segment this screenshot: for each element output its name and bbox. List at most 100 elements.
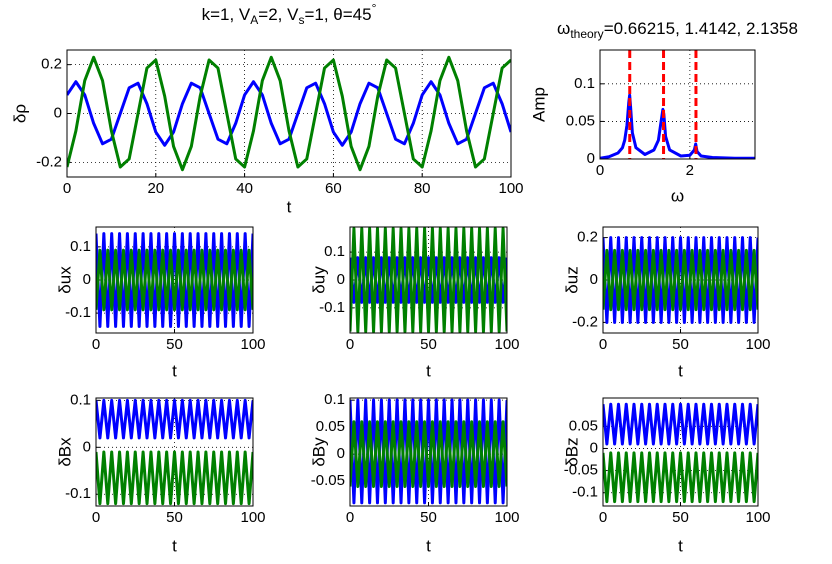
- series-line: [603, 402, 758, 446]
- axes-background: [67, 50, 511, 177]
- plot-area: [350, 227, 507, 333]
- plot-area: [600, 50, 755, 159]
- x-axis-label: t: [678, 361, 683, 380]
- series-line: [96, 248, 253, 312]
- y-tick-label: 0: [337, 271, 345, 288]
- title-part: s: [298, 13, 304, 27]
- y-tick-label: 0.1: [324, 243, 345, 260]
- axes-frame: [602, 397, 759, 507]
- x-tick-label: 50: [166, 336, 183, 353]
- axes-frame: [95, 397, 254, 507]
- x-tick-label: 100: [494, 336, 519, 353]
- x-tick-label: 0: [63, 180, 71, 197]
- x-axis-label: t: [678, 536, 683, 555]
- title-part: ω: [557, 19, 570, 38]
- y-tick-label: 0.2: [577, 229, 598, 246]
- x-tick-label: 0: [599, 509, 607, 526]
- y-tick-label: 0.05: [569, 417, 598, 434]
- series-line: [603, 248, 758, 312]
- y-tick-label: 0: [83, 271, 91, 288]
- y-tick-label: -0.1: [572, 484, 598, 501]
- series-line: [67, 55, 511, 172]
- x-axis-label: t: [426, 536, 431, 555]
- x-tick-label: 50: [672, 509, 689, 526]
- series-line: [350, 227, 507, 333]
- series-line: [603, 236, 758, 324]
- x-tick-label: 100: [745, 336, 770, 353]
- y-axis-label: δux: [55, 266, 74, 294]
- x-tick-label: 0: [346, 336, 354, 353]
- title-part: =2, V: [258, 5, 299, 24]
- y-axis-label: Amp: [529, 87, 548, 122]
- y-tick-label: 0: [337, 445, 345, 462]
- x-tick-label: 0: [599, 336, 607, 353]
- x-tick-label: 50: [166, 509, 183, 526]
- x-tick-label: 50: [672, 336, 689, 353]
- plot-area: [67, 55, 511, 172]
- x-tick-label: 100: [745, 509, 770, 526]
- x-axis-label: t: [172, 536, 177, 555]
- y-tick-label: 0.05: [566, 112, 595, 129]
- x-tick-label: 50: [420, 336, 437, 353]
- x-tick-label: 80: [414, 180, 431, 197]
- axes-frame: [95, 226, 254, 334]
- series-line: [603, 451, 758, 504]
- plot-area: [603, 236, 758, 324]
- axes-frame: [349, 226, 508, 334]
- x-tick-label: 100: [240, 509, 265, 526]
- y-tick-label: -0.2: [36, 153, 62, 170]
- y-tick-label: 0: [590, 439, 598, 456]
- y-tick-label: 0.1: [324, 391, 345, 408]
- x-tick-label: 60: [325, 180, 342, 197]
- y-tick-label: 0: [83, 438, 91, 455]
- series-line: [96, 398, 253, 440]
- plot-area: [96, 232, 253, 328]
- y-tick-label: 0.1: [70, 238, 91, 255]
- y-tick-label: 0: [587, 150, 595, 167]
- x-tick-label: 100: [240, 336, 265, 353]
- y-tick-label: -0.1: [319, 299, 345, 316]
- axes-frame: [349, 397, 508, 507]
- x-axis-label: ω: [671, 186, 684, 205]
- series-line: [350, 398, 507, 505]
- y-tick-label: 0.2: [41, 56, 62, 73]
- axes-frame: [599, 49, 756, 160]
- x-tick-label: 100: [494, 509, 519, 526]
- x-axis-label: t: [426, 361, 431, 380]
- axes-frame: [66, 49, 512, 178]
- title-part: °: [372, 1, 377, 15]
- plot-area: [350, 398, 507, 505]
- y-tick-label: 0: [590, 271, 598, 288]
- y-tick-label: -0.1: [65, 304, 91, 321]
- y-axis-label: δBy: [309, 437, 328, 467]
- chart-title: ωtheory=0.66215, 1.4142, 2.1358: [557, 19, 798, 41]
- x-tick-label: 0: [92, 509, 100, 526]
- chart-title: k=1, VA=2, Vs=1, θ=45°: [202, 1, 377, 27]
- y-tick-label: -0.05: [311, 472, 345, 489]
- title-part: A: [250, 13, 258, 27]
- plot-area: [96, 398, 253, 506]
- axes-frame: [602, 226, 759, 334]
- y-axis-label: δBz: [562, 437, 581, 466]
- title-part: =1, θ=45: [304, 5, 371, 24]
- y-tick-label: 0.05: [316, 418, 345, 435]
- y-tick-label: 0.1: [70, 391, 91, 408]
- y-axis-label: δBx: [55, 437, 74, 467]
- title-part: =0.66215, 1.4142, 2.1358: [604, 19, 798, 38]
- series-line: [96, 450, 253, 506]
- x-axis-label: t: [287, 197, 292, 216]
- plot-area: [603, 402, 758, 504]
- y-axis-label: δuz: [562, 266, 581, 293]
- y-tick-label: 0.1: [574, 75, 595, 92]
- x-tick-label: 20: [147, 180, 164, 197]
- y-tick-label: -0.2: [572, 313, 598, 330]
- y-axis-label: δuy: [309, 266, 328, 294]
- x-tick-label: 0: [596, 162, 604, 179]
- y-tick-label: -0.05: [564, 462, 598, 479]
- y-tick-label: -0.1: [65, 485, 91, 502]
- title-part: k=1, V: [202, 5, 251, 24]
- x-tick-label: 40: [236, 180, 253, 197]
- x-tick-label: 2: [686, 162, 694, 179]
- x-tick-label: 0: [92, 336, 100, 353]
